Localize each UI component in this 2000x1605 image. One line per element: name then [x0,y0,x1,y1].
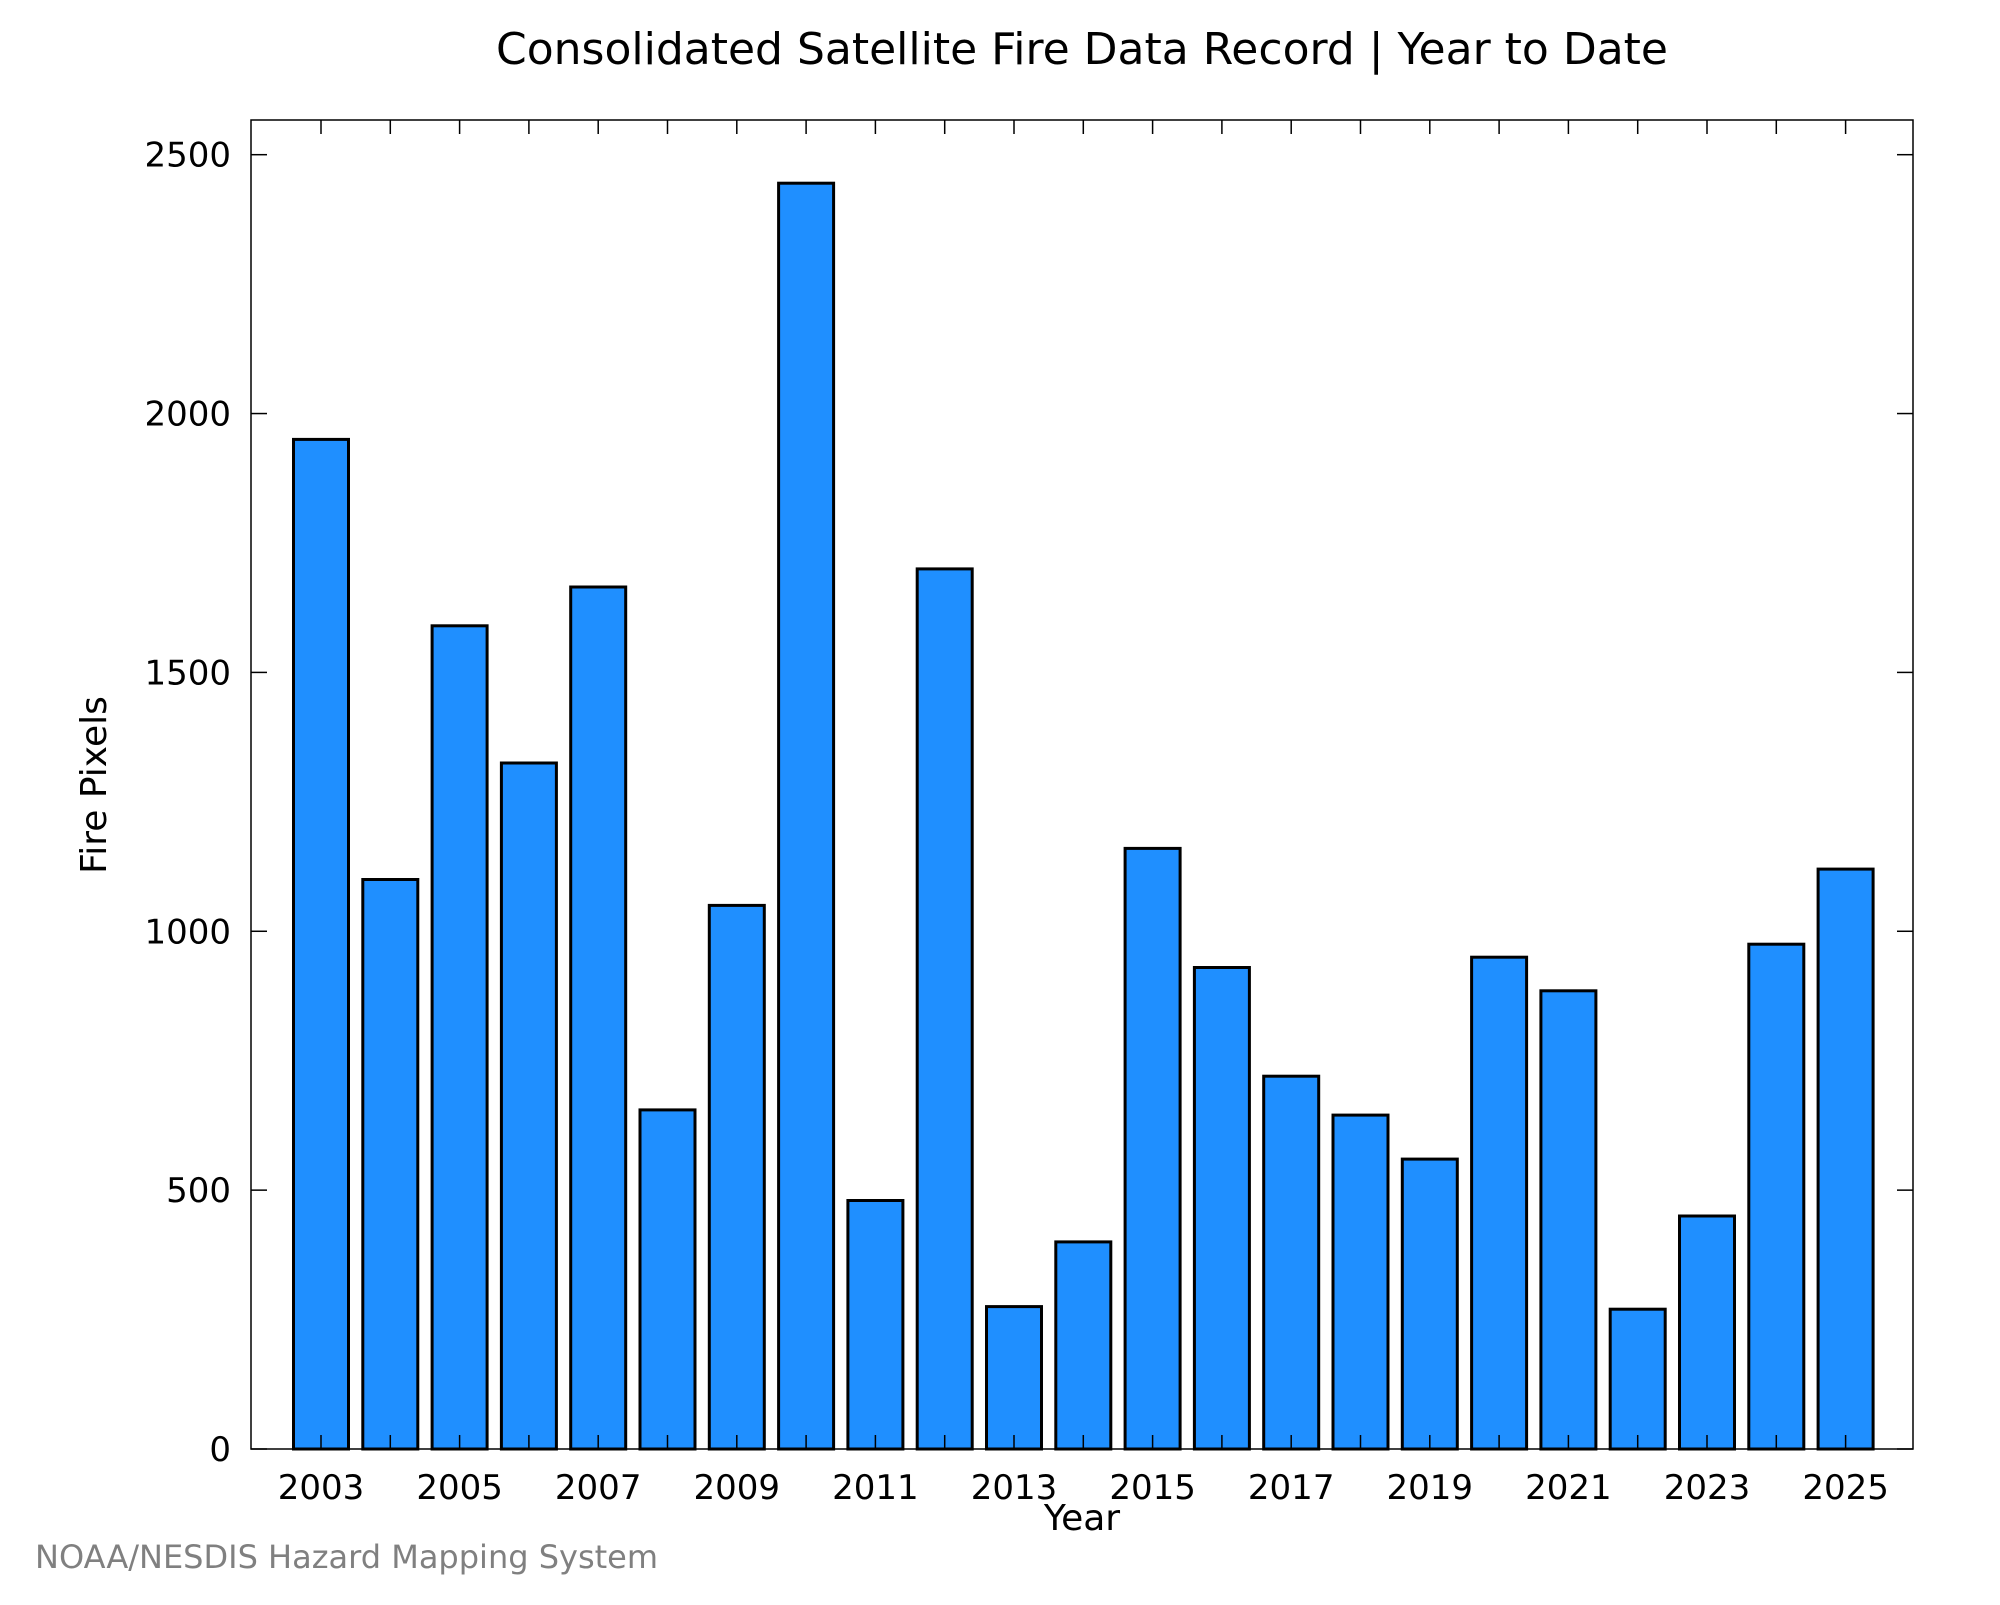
x-tick-label-2005: 2005 [416,1468,503,1508]
footer-credit: NOAA/NESDIS Hazard Mapping System [35,1538,659,1576]
bar-2019 [1400,1157,1459,1451]
bar-2003 [292,437,350,1451]
y-tick-label-2000: 2000 [144,395,231,435]
y-tick-label-1000: 1000 [144,912,231,952]
x-tick-label-2019: 2019 [1387,1468,1474,1508]
bar-2018 [1331,1113,1390,1451]
x-tick-label-2015: 2015 [1109,1468,1196,1508]
labels-layer: 0 500 1000 1500 2000 2500 2003 2005 2007 2009 2011… [144,136,1888,1508]
bar-2020 [1470,955,1529,1451]
bar-2008 [638,1108,697,1451]
bar-2016 [1192,966,1251,1451]
x-tick-label-2023: 2023 [1664,1468,1751,1508]
bar-2015 [1123,846,1182,1451]
y-tick-label-0: 0 [209,1430,231,1470]
bar-2010 [777,181,836,1451]
bar-2011 [846,1199,905,1451]
y-tick-label-1500: 1500 [144,653,231,693]
bar-2014 [1054,1240,1113,1451]
bar-2022 [1608,1307,1667,1451]
bar-2007 [569,585,628,1451]
chart-title: Consolidated Satellite Fire Data Record … [496,24,1668,75]
bar-2005 [430,624,489,1451]
plot-frame [250,119,1914,1450]
x-tick-label-2003: 2003 [278,1468,365,1508]
x-tick-label-2009: 2009 [694,1468,781,1508]
bar-2009 [707,903,766,1451]
x-tick-label-2021: 2021 [1525,1468,1612,1508]
bar-2024 [1747,942,1806,1451]
y-axis-label: Fire Pixels [74,696,115,874]
bar-2023 [1678,1214,1736,1451]
x-tick-label-2007: 2007 [555,1468,642,1508]
bar-2025 [1816,867,1875,1451]
ticks-layer [251,120,1913,1450]
bar-2006 [499,761,558,1451]
bars-layer [292,181,1875,1451]
x-tick-label-2011: 2011 [832,1468,919,1508]
bar-2021 [1539,989,1598,1451]
x-axis-label: Year [1043,1498,1120,1539]
bar-2004 [361,878,420,1451]
y-tick-label-2500: 2500 [144,136,231,176]
x-tick-label-2025: 2025 [1802,1468,1889,1508]
bar-2012 [915,567,974,1451]
bar-2017 [1262,1074,1321,1451]
x-tick-label-2013: 2013 [971,1468,1058,1508]
bar-2013 [985,1305,1043,1451]
x-tick-label-2017: 2017 [1248,1468,1335,1508]
y-tick-label-500: 500 [166,1171,231,1211]
